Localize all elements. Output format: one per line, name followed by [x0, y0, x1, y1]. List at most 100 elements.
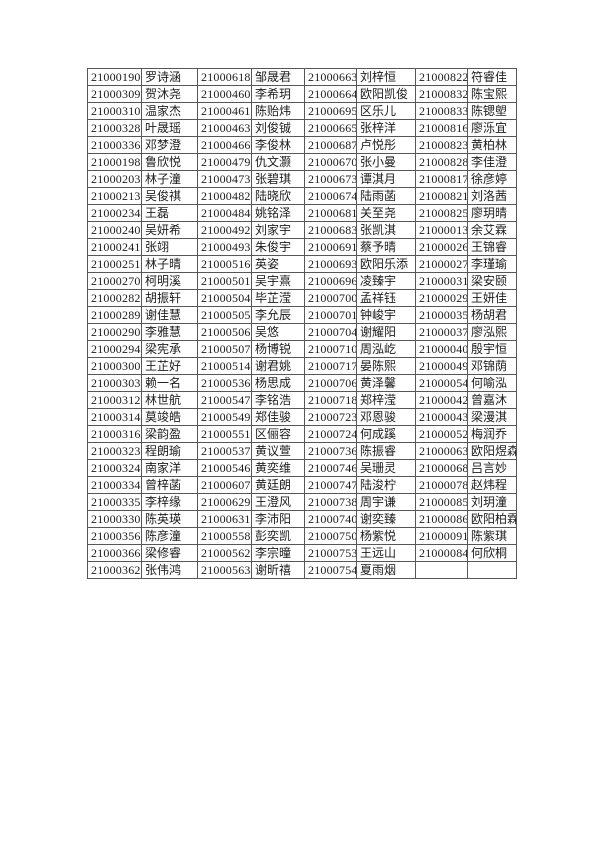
student-name-cell: 梁安颐	[467, 272, 517, 290]
student-id-cell: 21000251	[87, 255, 142, 273]
student-name-cell: 李宗曈	[251, 544, 305, 562]
student-name-cell: 邓恩骏	[356, 408, 416, 426]
student-name-cell: 吴悠	[251, 323, 305, 341]
student-id-cell: 21000043	[415, 408, 468, 426]
table-row: 21000312 林世航 21000547 李铭浩 21000718 郑梓滢 2100004…	[87, 391, 517, 409]
student-id-cell: 21000054	[415, 374, 468, 392]
student-name-cell: 吴俊祺	[141, 187, 198, 205]
student-name-cell: 凌臻宇	[356, 272, 416, 290]
student-name-cell: 周泓屹	[356, 340, 416, 358]
table-row: 21000309 贺沐尧 21000460 李希玥 21000664 欧阳凯俊 210008…	[87, 85, 517, 103]
student-id-cell: 21000740	[304, 510, 357, 528]
student-name-cell: 王澄风	[251, 493, 305, 511]
student-name-cell	[467, 561, 517, 579]
student-id-cell: 21000546	[197, 459, 252, 477]
student-name-cell: 刘俊铖	[251, 119, 305, 137]
table-row: 21000198 鲁欣悦 21000479 仇文灏 21000670 张小曼 2100082…	[87, 153, 517, 171]
student-id-cell: 21000463	[197, 119, 252, 137]
student-id-cell: 21000027	[415, 255, 468, 273]
student-name-cell: 谢耀阳	[356, 323, 416, 341]
student-id-cell: 21000203	[87, 170, 142, 188]
student-id-cell: 21000068	[415, 459, 468, 477]
student-id-cell: 21000479	[197, 153, 252, 171]
student-name-cell: 陆雨菡	[356, 187, 416, 205]
student-id-cell: 21000334	[87, 476, 142, 494]
student-name-cell: 张梓洋	[356, 119, 416, 137]
student-name-cell: 何成蹊	[356, 425, 416, 443]
table-row: 21000270 柯明溪 21000501 吴宇熹 21000696 凌臻宇 2100003…	[87, 272, 517, 290]
student-name-cell: 廖泺宜	[467, 119, 517, 137]
student-id-cell: 21000049	[415, 357, 468, 375]
student-name-cell: 欧阳凯俊	[356, 85, 416, 103]
student-id-cell: 21000822	[415, 68, 468, 86]
student-name-cell: 李允辰	[251, 306, 305, 324]
student-id-cell: 21000240	[87, 221, 142, 239]
table-row: 21000316 梁韵盈 21000551 区俪容 21000724 何成蹊 2100005…	[87, 425, 517, 443]
student-id-cell: 21000482	[197, 187, 252, 205]
student-name-cell: 黄议萱	[251, 442, 305, 460]
student-id-cell: 21000549	[197, 408, 252, 426]
student-name-cell: 陈宝熙	[467, 85, 517, 103]
student-id-cell: 21000718	[304, 391, 357, 409]
student-id-cell: 21000492	[197, 221, 252, 239]
student-name-cell: 陆浚柠	[356, 476, 416, 494]
student-id-cell: 21000823	[415, 136, 468, 154]
student-id-cell: 21000356	[87, 527, 142, 545]
student-name-cell: 郑佳骏	[251, 408, 305, 426]
student-name-cell: 张碧琪	[251, 170, 305, 188]
table-row: 21000336 邓梦澄 21000466 李俊林 21000687 卢悦彤 2100082…	[87, 136, 517, 154]
student-name-cell: 胡振轩	[141, 289, 198, 307]
student-name-cell: 程朗瑜	[141, 442, 198, 460]
student-name-cell: 邹晟君	[251, 68, 305, 86]
student-name-cell: 鲁欣悦	[141, 153, 198, 171]
student-name-cell: 王芷好	[141, 357, 198, 375]
student-id-cell: 21000687	[304, 136, 357, 154]
student-name-cell: 廖泓熙	[467, 323, 517, 341]
student-id-cell: 21000309	[87, 85, 142, 103]
student-id-cell: 21000330	[87, 510, 142, 528]
student-id-cell: 21000629	[197, 493, 252, 511]
student-id-cell: 21000547	[197, 391, 252, 409]
student-id-cell: 21000507	[197, 340, 252, 358]
student-name-cell: 梁宪承	[141, 340, 198, 358]
student-id-cell: 21000607	[197, 476, 252, 494]
student-id-cell: 21000300	[87, 357, 142, 375]
student-name-cell: 温家杰	[141, 102, 198, 120]
student-id-cell: 21000558	[197, 527, 252, 545]
student-id-cell: 21000683	[304, 221, 357, 239]
student-id-cell: 21000484	[197, 204, 252, 222]
student-id-cell: 21000052	[415, 425, 468, 443]
student-id-cell: 21000234	[87, 204, 142, 222]
student-id-cell: 21000710	[304, 340, 357, 358]
student-id-cell: 21000747	[304, 476, 357, 494]
student-name-cell: 赖一名	[141, 374, 198, 392]
student-id-cell: 21000706	[304, 374, 357, 392]
student-id-cell: 21000817	[415, 170, 468, 188]
student-name-cell: 毕芷滢	[251, 289, 305, 307]
student-id-cell: 21000736	[304, 442, 357, 460]
student-name-cell: 梁漫淇	[467, 408, 517, 426]
student-id-cell: 21000665	[304, 119, 357, 137]
student-id-cell: 21000040	[415, 340, 468, 358]
student-name-cell: 谢君姚	[251, 357, 305, 375]
table-row: 21000330 陈英瑛 21000631 李沛阳 21000740 谢奕臻 2100008…	[87, 510, 517, 528]
student-name-cell: 刘洛茜	[467, 187, 517, 205]
student-name-cell: 杨思成	[251, 374, 305, 392]
table-row: 21000362 张伟鸿 21000563 谢昕禧 21000754 夏雨烟	[87, 561, 517, 579]
student-id-cell: 21000537	[197, 442, 252, 460]
student-id-cell: 21000551	[197, 425, 252, 443]
student-id-cell: 21000695	[304, 102, 357, 120]
table-row: 21000324 南家洋 21000546 黄奕维 21000746 吴珊灵 2100006…	[87, 459, 517, 477]
student-name-cell: 谢昕禧	[251, 561, 305, 579]
table-row: 21000314 莫竣皓 21000549 郑佳骏 21000723 邓恩骏 2100004…	[87, 408, 517, 426]
student-name-cell: 王锦睿	[467, 238, 517, 256]
student-name-cell: 曾梓菡	[141, 476, 198, 494]
student-name-cell: 朱俊宇	[251, 238, 305, 256]
student-name-cell: 徐彦婷	[467, 170, 517, 188]
student-id-cell: 21000473	[197, 170, 252, 188]
student-name-cell: 李梓缘	[141, 493, 198, 511]
student-id-cell: 21000086	[415, 510, 468, 528]
student-name-cell: 李俊林	[251, 136, 305, 154]
student-name-cell: 邓梦澄	[141, 136, 198, 154]
